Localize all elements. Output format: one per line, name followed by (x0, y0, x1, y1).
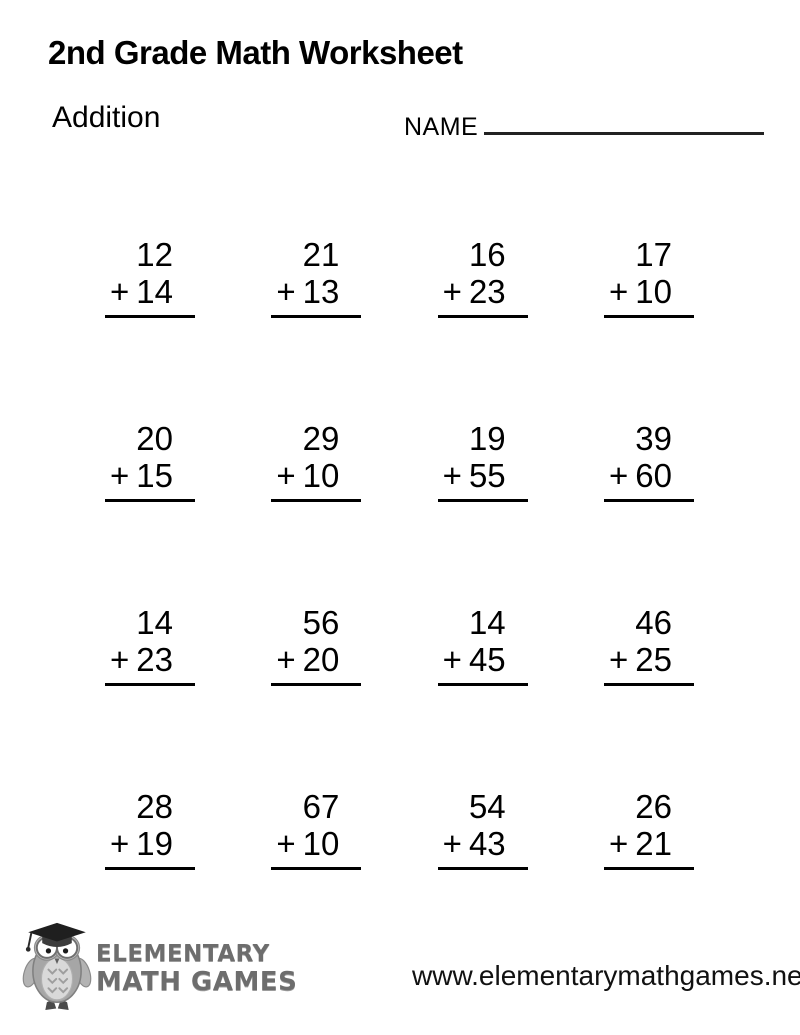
addition-problem: 67 +10 (271, 788, 362, 870)
bottom-operand-row: +10 (276, 825, 339, 862)
addition-problem: 29 +10 (271, 420, 362, 502)
top-operand: 56 (302, 604, 340, 641)
plus-operator: + (442, 273, 462, 310)
page-title: 2nd Grade Math Worksheet (48, 34, 463, 71)
plus-operator: + (276, 457, 296, 494)
top-operand: 39 (635, 420, 672, 457)
bottom-operand-row: +10 (609, 273, 672, 310)
bottom-operand-row: +15 (110, 457, 173, 494)
site-url: www.elementarymathgames.net (412, 960, 800, 991)
name-block: NAME (404, 110, 765, 142)
top-operand: 12 (136, 236, 173, 273)
top-operand: 16 (468, 236, 506, 273)
bottom-operand: 43 (468, 825, 506, 862)
top-operand: 28 (136, 788, 173, 825)
logo-line1: ELEMENTARY (96, 941, 270, 967)
bottom-operand: 55 (468, 457, 506, 494)
bottom-operand-row: +23 (110, 641, 173, 678)
top-operand: 14 (136, 604, 173, 641)
bottom-operand-row: +13 (276, 273, 339, 310)
bottom-operand: 15 (136, 457, 173, 494)
addition-problem: 46 +25 (603, 604, 694, 686)
plus-operator: + (442, 825, 462, 862)
plus-operator: + (276, 825, 296, 862)
plus-operator: + (110, 457, 130, 494)
addition-problem: 21 +13 (271, 236, 362, 318)
top-operand: 67 (302, 788, 340, 825)
plus-operator: + (442, 641, 462, 678)
owl-graduate-icon (22, 922, 92, 1010)
plus-operator: + (608, 457, 629, 494)
addition-problem: 28 +19 (105, 788, 195, 870)
addition-problem: 14 +45 (437, 604, 528, 686)
name-fill-line (484, 110, 765, 135)
addition-problem: 12 +14 (105, 236, 195, 318)
bottom-operand: 14 (136, 273, 173, 310)
bottom-operand: 45 (468, 641, 506, 678)
bottom-operand-row: +23 (443, 273, 506, 310)
bottom-operand: 10 (302, 825, 340, 862)
bottom-operand: 23 (468, 273, 506, 310)
bottom-operand-row: +19 (110, 825, 173, 862)
addition-problem: 39 +60 (603, 420, 694, 502)
plus-operator: + (110, 825, 130, 862)
bottom-operand-row: +55 (443, 457, 506, 494)
top-operand: 21 (302, 236, 340, 273)
addition-problem: 20 +15 (105, 420, 195, 502)
bottom-operand: 19 (136, 825, 173, 862)
bottom-operand-row: +21 (609, 825, 672, 862)
problems-grid: 12 +14 21 +13 16 +23 17 +10 20 +15 29 +10 19 +55 39 +60… (105, 236, 694, 870)
bottom-operand: 21 (635, 825, 672, 862)
bottom-operand-row: +20 (276, 641, 339, 678)
plus-operator: + (608, 273, 629, 310)
plus-operator: + (442, 457, 462, 494)
bottom-operand-row: +10 (276, 457, 339, 494)
top-operand: 19 (468, 420, 506, 457)
bottom-operand: 25 (635, 641, 672, 678)
plus-operator: + (110, 641, 130, 678)
bottom-operand-row: +25 (609, 641, 672, 678)
logo-line2: MATH GAMES (96, 967, 298, 997)
addition-problem: 26 +21 (603, 788, 694, 870)
top-operand: 26 (635, 788, 672, 825)
bottom-operand: 10 (302, 457, 340, 494)
elementary-math-games-logo: ELEMENTARY MATH GAMES (22, 918, 297, 1018)
worksheet-topic: Addition (52, 101, 161, 134)
addition-problem: 19 +55 (437, 420, 528, 502)
bottom-operand: 13 (302, 273, 340, 310)
addition-problem: 16 +23 (437, 236, 528, 318)
top-operand: 20 (136, 420, 173, 457)
addition-problem: 56 +20 (271, 604, 362, 686)
top-operand: 17 (635, 236, 672, 273)
addition-problem: 17 +10 (603, 236, 694, 318)
bottom-operand-row: +14 (110, 273, 173, 310)
plus-operator: + (276, 641, 296, 678)
addition-problem: 14 +23 (105, 604, 195, 686)
plus-operator: + (110, 273, 130, 310)
bottom-operand-row: +43 (443, 825, 506, 862)
bottom-operand: 23 (136, 641, 173, 678)
bottom-operand-row: +60 (609, 457, 672, 494)
top-operand: 29 (302, 420, 340, 457)
bottom-operand: 10 (635, 273, 672, 310)
bottom-operand-row: +45 (443, 641, 506, 678)
plus-operator: + (276, 273, 296, 310)
top-operand: 14 (468, 604, 506, 641)
name-label: NAME (404, 113, 479, 141)
addition-problem: 54 +43 (437, 788, 528, 870)
plus-operator: + (608, 825, 629, 862)
bottom-operand: 60 (635, 457, 672, 494)
logo-text: ELEMENTARY MATH GAMES (96, 940, 297, 996)
top-operand: 46 (635, 604, 672, 641)
top-operand: 54 (468, 788, 506, 825)
bottom-operand: 20 (302, 641, 340, 678)
plus-operator: + (608, 641, 629, 678)
